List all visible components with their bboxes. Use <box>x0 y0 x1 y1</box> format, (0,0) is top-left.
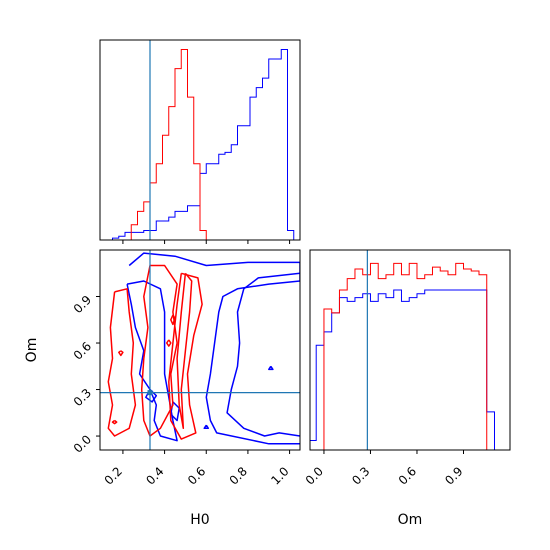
contour-series-1-line-3 <box>176 272 193 430</box>
h0-histogram-panel <box>99 39 301 244</box>
h0-histogram-series-1 <box>100 49 300 241</box>
contour-series-1-line-4 <box>170 314 176 326</box>
om-histogram-x-tick-label-0.0: 0.0 <box>303 464 326 487</box>
h0-histogram-frame <box>99 39 301 241</box>
x-axis-label-h0: H0 <box>190 512 209 528</box>
joint-y-tick-label-0.3: 0.3 <box>71 386 94 409</box>
contour-series-1-line-2 <box>168 272 203 440</box>
contour-series-0-line-3 <box>145 388 158 403</box>
contour-series-0-line-1 <box>226 272 300 437</box>
contour-series-1-line-0 <box>107 288 137 437</box>
om-histogram-x-tick-label-0.6: 0.6 <box>396 464 419 487</box>
joint-x-tick-label-0.4: 0.4 <box>143 464 166 487</box>
contour-series-0-line-6 <box>268 365 274 371</box>
om-histogram-panel: 0.0 0.3 0.6 0.9 <box>303 249 511 488</box>
contour-series-1-line-6 <box>118 350 124 357</box>
contour-series-1-line-5 <box>165 339 172 347</box>
om-histogram-x-tick-label-0.9: 0.9 <box>442 464 465 487</box>
joint-x-tick-label-0.2: 0.2 <box>102 464 125 487</box>
contour-series-0-line-4 <box>170 401 180 422</box>
h0-om-contour-panel: 0.2 0.4 0.6 0.8 1.0 0.0 0.3 0.6 0.9 <box>71 249 301 488</box>
contour-series-0-line-5 <box>203 424 210 430</box>
joint-x-tick-label-1.0: 1.0 <box>268 464 291 487</box>
om-histogram-x-tick-label-0.3: 0.3 <box>349 464 372 487</box>
om-histogram-series-0 <box>309 289 510 451</box>
om-histogram-series-1 <box>310 262 510 451</box>
contour-series-0-line-2 <box>126 280 178 442</box>
joint-x-tick-label-0.8: 0.8 <box>227 464 250 487</box>
joint-truth-marker <box>147 390 153 396</box>
joint-contours <box>107 252 300 445</box>
contour-series-1-line-1 <box>140 264 178 437</box>
joint-y-tick-label-0.0: 0.0 <box>71 432 94 455</box>
joint-y-tick-label-0.9: 0.9 <box>71 293 94 316</box>
x-axis-label-om: Om <box>398 512 423 528</box>
joint-y-tick-label-0.6: 0.6 <box>71 339 94 362</box>
contour-series-1-line-7 <box>111 419 118 425</box>
y-axis-label-om: Om <box>24 338 40 363</box>
om-histogram-frame <box>309 249 511 451</box>
joint-frame <box>99 249 301 451</box>
h0-histogram-series-0 <box>100 49 300 241</box>
contour-series-0-line-0 <box>128 252 300 445</box>
joint-x-tick-label-0.6: 0.6 <box>185 464 208 487</box>
